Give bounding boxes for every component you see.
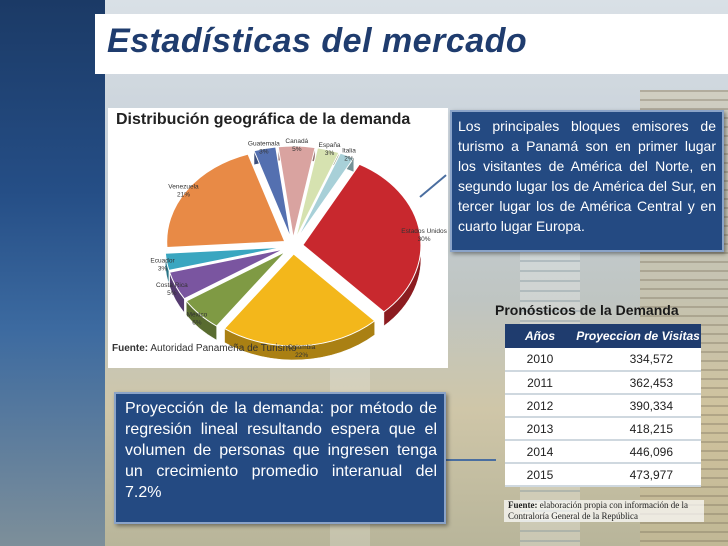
visits-cell: 418,215: [575, 417, 701, 441]
table-row: 2012 390,334: [505, 394, 701, 418]
year-cell: 2010: [505, 348, 575, 372]
table-source-label: Fuente:: [508, 500, 538, 510]
pie-percent-label: 3%: [158, 265, 168, 272]
slide-title: Estadísticas del mercado: [107, 22, 528, 60]
projection-box: [114, 392, 446, 524]
pie-slice-canadá: [277, 145, 316, 239]
table-row: 2010 334,572: [505, 348, 701, 372]
pie-percent-label: 3%: [325, 150, 335, 157]
forecast-table: Años Proyeccion de Visitas 2010 334,572 …: [505, 324, 701, 487]
table-header-row: Años Proyeccion de Visitas: [505, 324, 701, 348]
pie-label: Ecuador: [150, 257, 175, 264]
pie-slice-italia: [296, 152, 355, 240]
year-cell: 2014: [505, 440, 575, 464]
pie-slice-estados-unidos: [302, 163, 422, 313]
pie-slice-méxico: [185, 251, 287, 327]
table-row: 2011 362,453: [505, 371, 701, 395]
title-band: [95, 14, 728, 74]
year-cell: 2011: [505, 371, 575, 395]
pie-label: Guatemala: [248, 141, 280, 148]
pie-label: Italia: [342, 148, 356, 155]
pie-percent-label: 21%: [177, 191, 190, 198]
callout-text: Los principales bloques emisores de turi…: [458, 118, 716, 234]
projection-connector: [446, 459, 496, 461]
visits-cell: 473,977: [575, 463, 701, 487]
pie-percent-label: 2%: [344, 156, 354, 163]
pie-slice-venezuela: [166, 153, 286, 249]
chart-source-label: Fuente:: [112, 343, 149, 354]
year-cell: 2015: [505, 463, 575, 487]
pie-label: Colombia: [288, 344, 316, 351]
pie-percent-label: 30%: [418, 236, 431, 243]
chart-source-text: Autoridad Panameña de Turismo: [150, 343, 297, 354]
table-source: Fuente: elaboración propia con informaci…: [504, 500, 704, 522]
callout-box: [450, 110, 724, 252]
background-left-panel: [0, 0, 105, 546]
chart-source: Fuente: Autoridad Panameña de Turismo: [112, 343, 297, 354]
pie-percent-label: 3%: [259, 149, 269, 156]
pie-label: Venezuela: [168, 183, 199, 190]
table-source-text: elaboración propia con información de la…: [508, 500, 688, 521]
pie-percent-label: 5%: [292, 146, 302, 153]
visits-cell: 334,572: [575, 348, 701, 372]
table-row: 2013 418,215: [505, 417, 701, 441]
projection-text: Proyección de la demanda: por método de …: [125, 400, 437, 501]
pie-slice-ecuador: [164, 246, 284, 271]
pie-percent-label: 22%: [295, 352, 308, 359]
pie-percent-label: 5%: [167, 290, 177, 297]
table-row: 2015 473,977: [505, 463, 701, 487]
header-visits: Proyeccion de Visitas: [575, 324, 701, 348]
chart-title: Distribución geográfica de la demanda: [116, 111, 411, 128]
forecast-title: Pronósticos de la Demanda: [495, 302, 679, 318]
header-years: Años: [505, 324, 575, 348]
pie-label: México: [187, 312, 208, 319]
pie-percent-label: 6%: [192, 320, 202, 327]
pie-label: Canadá: [285, 138, 308, 145]
pie-slice-guatemala: [253, 146, 292, 239]
pie-label: Estados Unidos: [401, 228, 447, 235]
visits-cell: 446,096: [575, 440, 701, 464]
visits-cell: 390,334: [575, 394, 701, 418]
visits-cell: 362,453: [575, 371, 701, 395]
pie-label: España: [319, 142, 341, 149]
pie-slice-españa: [295, 147, 340, 239]
year-cell: 2012: [505, 394, 575, 418]
year-cell: 2013: [505, 417, 575, 441]
pie-label: Costa Rica: [156, 282, 188, 289]
table-row: 2014 446,096: [505, 440, 701, 464]
pie-slice-colombia: [223, 253, 376, 347]
pie-slice-costa-rica: [168, 248, 285, 300]
